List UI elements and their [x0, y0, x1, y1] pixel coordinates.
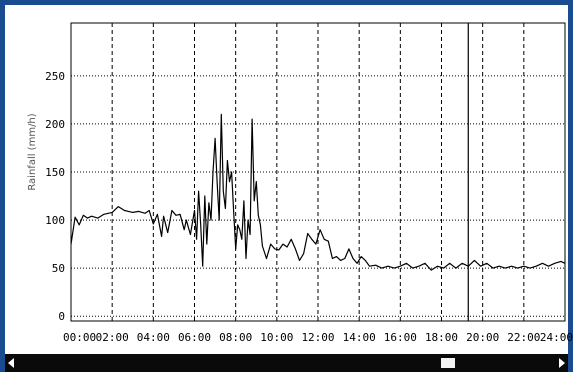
x-tick-label: 14:00 [343, 331, 376, 344]
x-tick-label: 10:00 [260, 331, 293, 344]
x-tick-label: 02:00 [96, 331, 129, 344]
series-line [70, 113, 566, 271]
y-tick-label: 0 [58, 310, 65, 323]
x-tick-label: 06:00 [178, 331, 211, 344]
y-tick-label: 100 [45, 214, 65, 227]
x-tick-label: 00:00 [63, 331, 96, 344]
grid [70, 22, 566, 322]
series-layer [70, 113, 566, 271]
scrollbar-thumb[interactable] [441, 358, 455, 368]
x-tick-label: 04:00 [137, 331, 170, 344]
x-tick-label: 22:00 [507, 331, 540, 344]
y-tick-label: 200 [45, 118, 65, 131]
x-tick-label: 12:00 [301, 331, 334, 344]
x-tick-label: 24:00 [540, 331, 573, 344]
y-axis-label: Rainfall (mm/h) [27, 113, 38, 190]
scroll-right-arrow-icon[interactable] [559, 358, 565, 368]
y-tick-label: 150 [45, 166, 65, 179]
x-tick-label: 20:00 [466, 331, 499, 344]
x-axis-ticks: 00:00 02:00 04:00 06:00 08:00 10:00 12:00 14:00… [63, 331, 573, 344]
horizontal-scrollbar[interactable] [5, 354, 568, 372]
rainfall-chart: 0 50 100 150 200 250 00:00 02:00 04:00 06:00 08:0… [27, 22, 573, 344]
scroll-left-arrow-icon[interactable] [8, 358, 14, 368]
y-axis-ticks: 0 50 100 150 200 250 [45, 70, 65, 323]
x-tick-label: 16:00 [384, 331, 417, 344]
x-tick-label: 08:00 [219, 331, 252, 344]
x-tick-label: 18:00 [425, 331, 458, 344]
y-tick-label: 250 [45, 70, 65, 83]
y-tick-label: 50 [52, 262, 65, 275]
